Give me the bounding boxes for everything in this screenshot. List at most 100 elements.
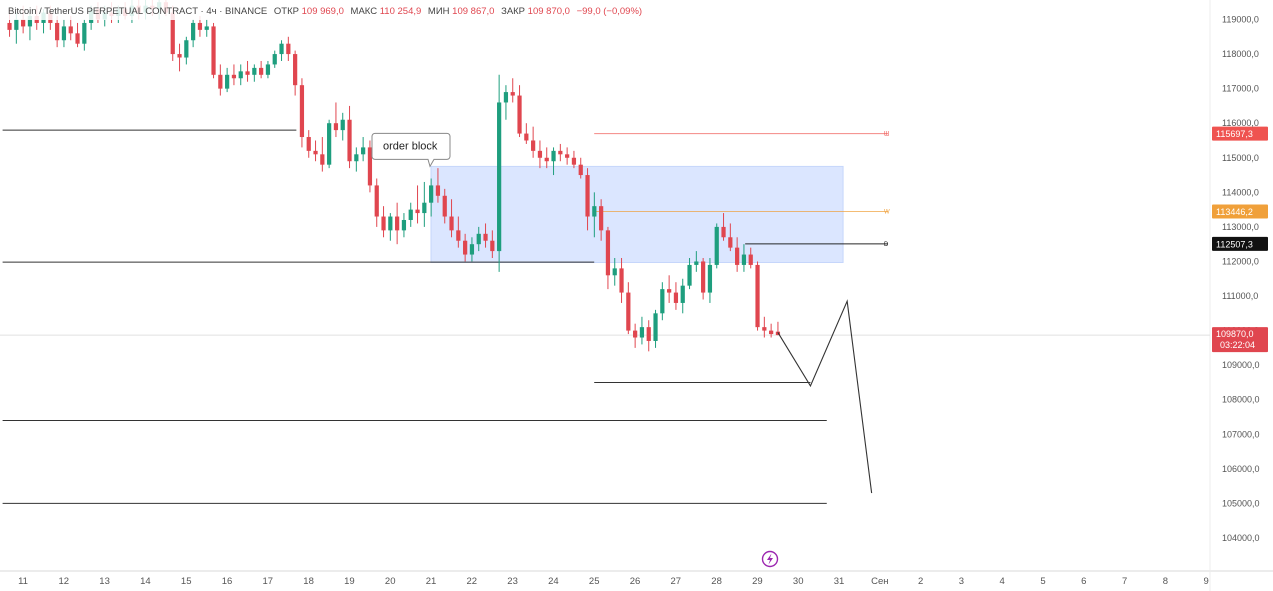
- candle-body[interactable]: [524, 133, 529, 141]
- candle-body[interactable]: [592, 206, 597, 217]
- lightning-icon[interactable]: [761, 550, 779, 568]
- candle-body[interactable]: [374, 185, 379, 217]
- candle-body[interactable]: [476, 233, 481, 245]
- candle-body[interactable]: [735, 247, 740, 265]
- candle-body[interactable]: [456, 230, 461, 241]
- candle-body[interactable]: [293, 54, 298, 86]
- candle-body[interactable]: [333, 123, 339, 131]
- candle-body[interactable]: [259, 67, 264, 75]
- candle-body[interactable]: [585, 175, 590, 217]
- candle-body[interactable]: [646, 327, 651, 341]
- timeframe-label[interactable]: 4ч: [206, 6, 216, 17]
- order-block-callout[interactable]: [371, 132, 451, 168]
- candle-body[interactable]: [633, 330, 638, 338]
- candle-body[interactable]: [517, 95, 522, 134]
- candle-body[interactable]: [531, 140, 536, 151]
- candle-body[interactable]: [184, 40, 189, 58]
- candle-body[interactable]: [415, 209, 420, 214]
- candle-body[interactable]: [769, 330, 774, 335]
- candle-body[interactable]: [660, 289, 665, 314]
- candle-body[interactable]: [381, 216, 386, 231]
- candle-body[interactable]: [449, 216, 454, 231]
- candle-body[interactable]: [340, 119, 345, 131]
- candle-body[interactable]: [503, 92, 509, 103]
- candle-body[interactable]: [320, 154, 325, 165]
- candle-body[interactable]: [701, 261, 706, 293]
- candle-body[interactable]: [286, 43, 291, 55]
- candle-body[interactable]: [626, 292, 631, 331]
- candle-body[interactable]: [762, 327, 767, 331]
- candle-body[interactable]: [435, 185, 441, 196]
- candle-body[interactable]: [231, 74, 237, 79]
- candle-body[interactable]: [694, 261, 699, 265]
- candle-body[interactable]: [497, 102, 502, 252]
- candle-body[interactable]: [605, 230, 611, 276]
- candle-body[interactable]: [653, 313, 658, 341]
- candle-body[interactable]: [245, 71, 250, 75]
- candle-body[interactable]: [299, 85, 305, 138]
- candle-body[interactable]: [354, 154, 359, 162]
- candle-body[interactable]: [422, 202, 427, 214]
- candle-body[interactable]: [14, 19, 19, 30]
- candle-body[interactable]: [558, 150, 563, 155]
- candle-body[interactable]: [218, 74, 223, 89]
- candle-body[interactable]: [667, 289, 672, 293]
- candle-body[interactable]: [327, 123, 332, 165]
- candle-body[interactable]: [687, 264, 692, 286]
- candle-body[interactable]: [238, 71, 243, 79]
- candle-body[interactable]: [707, 264, 713, 293]
- candle-body[interactable]: [61, 26, 67, 41]
- projection-path[interactable]: [777, 299, 873, 494]
- candle-body[interactable]: [388, 216, 393, 231]
- candle-body[interactable]: [408, 209, 413, 220]
- candle-body[interactable]: [272, 54, 277, 65]
- candle-body[interactable]: [728, 237, 733, 248]
- candle-body[interactable]: [748, 254, 753, 265]
- candle-body[interactable]: [361, 147, 366, 155]
- candle-body[interactable]: [599, 206, 604, 231]
- candle-body[interactable]: [639, 327, 645, 338]
- candle-body[interactable]: [612, 268, 617, 276]
- candle-body[interactable]: [313, 150, 318, 155]
- candle-body[interactable]: [544, 157, 549, 162]
- candle-body[interactable]: [68, 26, 73, 34]
- candle-body[interactable]: [721, 226, 726, 238]
- candle-body[interactable]: [483, 233, 488, 241]
- candle-body[interactable]: [578, 164, 583, 176]
- candle-body[interactable]: [170, 12, 175, 55]
- candle-body[interactable]: [571, 157, 577, 165]
- candle-body[interactable]: [27, 16, 33, 27]
- candle-body[interactable]: [755, 264, 760, 328]
- candle-body[interactable]: [177, 54, 182, 58]
- candle-body[interactable]: [741, 254, 747, 265]
- candle-body[interactable]: [191, 22, 196, 41]
- candle-body[interactable]: [211, 26, 216, 75]
- candle-body[interactable]: [429, 185, 434, 203]
- candle-body[interactable]: [469, 244, 475, 255]
- candle-body[interactable]: [551, 150, 556, 162]
- candle-body[interactable]: [714, 226, 719, 265]
- candle-body[interactable]: [463, 240, 468, 255]
- candle-body[interactable]: [7, 22, 12, 30]
- candle-body[interactable]: [306, 137, 311, 151]
- candle-body[interactable]: [347, 119, 352, 162]
- candle-body[interactable]: [565, 154, 570, 158]
- candle-body[interactable]: [680, 285, 685, 303]
- candle-body[interactable]: [490, 240, 495, 252]
- candle-body[interactable]: [395, 216, 400, 231]
- candle-body[interactable]: [82, 22, 87, 44]
- candle-body[interactable]: [75, 33, 80, 44]
- candle-body[interactable]: [510, 92, 515, 96]
- candle-body[interactable]: [204, 26, 209, 30]
- candle-body[interactable]: [225, 74, 230, 89]
- candle-body[interactable]: [619, 268, 624, 293]
- candle-body[interactable]: [367, 147, 373, 186]
- candle-body[interactable]: [197, 22, 203, 30]
- candle-body[interactable]: [401, 219, 407, 231]
- candle-body[interactable]: [55, 22, 60, 41]
- candle-body[interactable]: [673, 292, 679, 303]
- candle-body[interactable]: [252, 67, 257, 75]
- candle-body[interactable]: [442, 195, 447, 217]
- candle-body[interactable]: [279, 43, 284, 55]
